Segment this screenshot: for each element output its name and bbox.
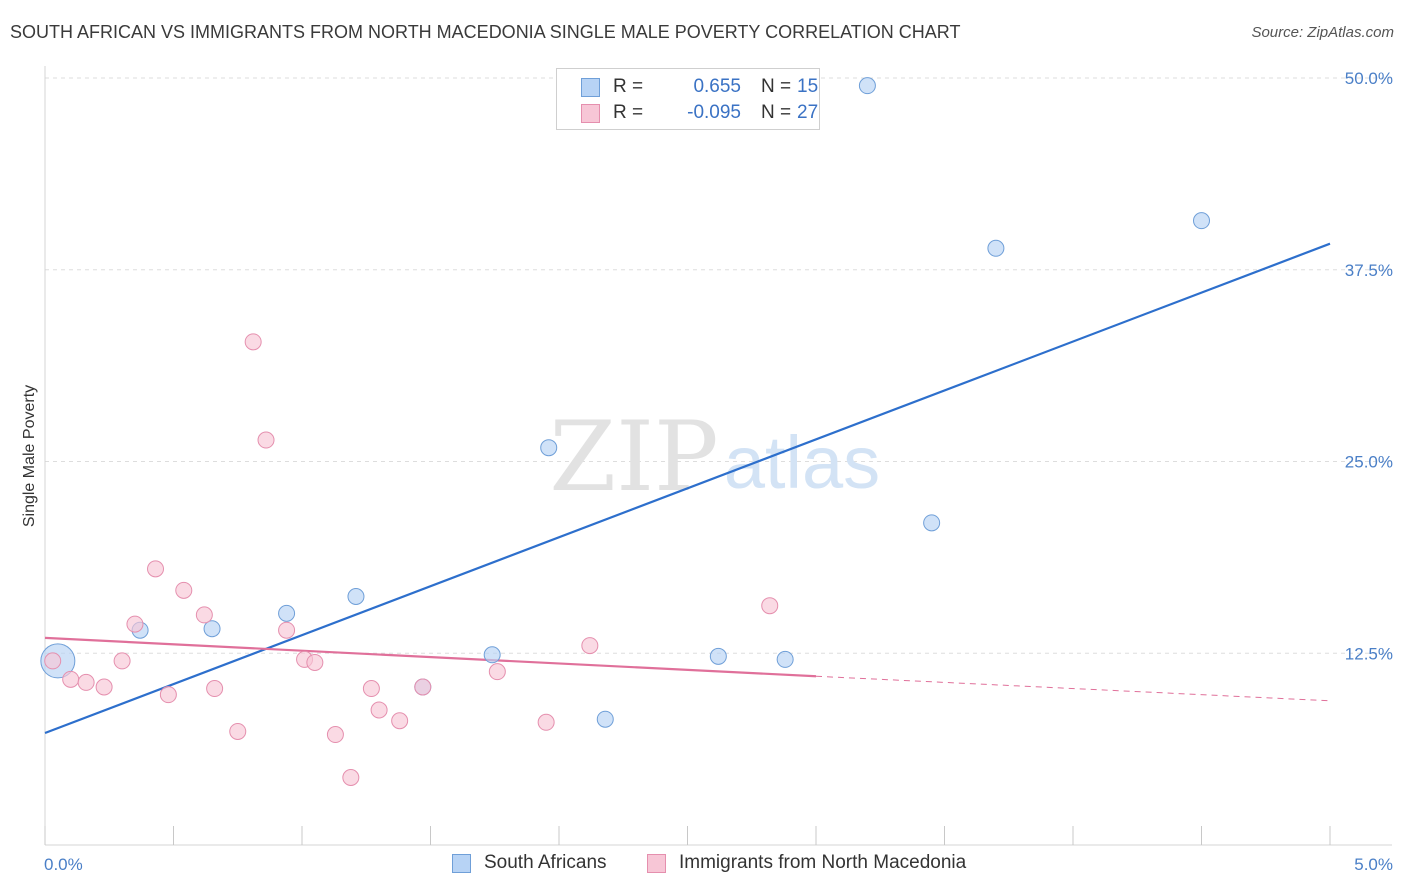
bottom-legend-label: South Africans xyxy=(484,852,607,873)
bottom-legend-label: Immigrants from North Macedonia xyxy=(679,852,967,873)
pink-data-point xyxy=(147,560,165,578)
legend-swatch-pink xyxy=(581,104,600,123)
blue-data-point xyxy=(776,650,794,668)
legend-swatch-blue xyxy=(452,854,471,873)
pink-trend-extension xyxy=(815,675,1331,702)
pink-data-point xyxy=(206,680,224,698)
tick-labels: 12.5% 25.0% 37.5% 50.0% 0.0% 5.0% xyxy=(44,69,1393,874)
pink-data-point xyxy=(126,615,144,633)
y-tick-label: 12.5% xyxy=(1345,644,1393,663)
y-axis-label: Single Male Poverty xyxy=(21,385,38,527)
legend-n-value: 15 xyxy=(797,76,819,97)
legend-swatch-blue xyxy=(581,78,600,97)
blue-data-point xyxy=(923,514,941,532)
pink-data-point xyxy=(195,606,213,624)
blue-data-point xyxy=(347,587,365,605)
pink-data-point xyxy=(581,637,599,655)
pink-data-point xyxy=(761,597,779,615)
legend-r-value: -0.095 xyxy=(687,102,741,123)
blue-data-point xyxy=(540,439,558,457)
axes xyxy=(44,66,1392,846)
source-label: Source: ZipAtlas.com xyxy=(1251,24,1394,41)
pink-data-point xyxy=(229,722,247,740)
legend-swatch-pink xyxy=(647,854,666,873)
pink-data-point xyxy=(391,712,409,730)
legend-r-value: 0.655 xyxy=(693,76,741,97)
pink-data-point xyxy=(278,621,296,639)
blue-data-point xyxy=(483,646,501,664)
pink-trend-line xyxy=(44,636,817,678)
pink-data-point xyxy=(44,652,62,670)
blue-data-point xyxy=(709,647,727,665)
watermark-zip: ZIP xyxy=(549,401,718,513)
blue-data-point xyxy=(278,604,296,622)
pink-data-point xyxy=(488,663,506,681)
pink-data-point xyxy=(77,673,95,691)
data-points xyxy=(40,77,1210,787)
pink-data-point xyxy=(306,653,324,671)
pink-data-point xyxy=(62,670,80,688)
blue-trend-line xyxy=(44,242,1331,735)
pink-data-point xyxy=(95,678,113,696)
pink-data-point xyxy=(414,678,432,696)
x-tick-label: 0.0% xyxy=(44,855,83,874)
blue-data-point xyxy=(987,239,1005,257)
watermark-atlas: atlas xyxy=(724,421,880,504)
legend-n-value: 27 xyxy=(797,102,819,123)
blue-data-point xyxy=(1193,212,1210,230)
pink-data-point xyxy=(113,652,131,670)
correlation-legend: R = 0.655 N = 15 R = -0.095 N = 27 xyxy=(556,68,820,130)
pink-data-point xyxy=(362,680,380,698)
pink-data-point xyxy=(370,701,388,719)
blue-data-point xyxy=(858,77,876,95)
blue-data-point xyxy=(596,710,614,728)
pink-data-point xyxy=(257,431,275,449)
legend-r-label: R = xyxy=(613,76,644,97)
legend-n-label: N = xyxy=(761,76,792,97)
legend-n-label: N = xyxy=(761,102,792,123)
blue-data-point xyxy=(203,620,221,638)
trend-lines xyxy=(44,242,1331,735)
pink-data-point xyxy=(159,686,177,704)
pink-data-point xyxy=(326,726,344,744)
legend-r-label: R = xyxy=(613,102,644,123)
grid-lines xyxy=(45,77,1392,654)
x-tick-label: 5.0% xyxy=(1354,855,1393,874)
y-tick-label: 37.5% xyxy=(1345,261,1393,280)
pink-data-point xyxy=(175,581,193,599)
y-tick-label: 25.0% xyxy=(1345,453,1393,472)
pink-data-point xyxy=(342,769,360,787)
pink-data-point xyxy=(244,333,262,351)
chart-title: SOUTH AFRICAN VS IMMIGRANTS FROM NORTH M… xyxy=(10,22,961,42)
y-tick-label: 50.0% xyxy=(1345,69,1393,88)
pink-data-point xyxy=(537,713,555,731)
